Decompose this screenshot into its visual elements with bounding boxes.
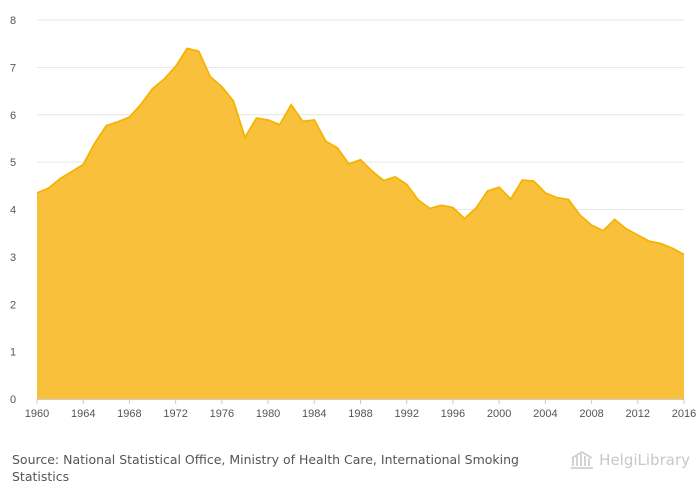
x-tick-label: 1976 <box>210 408 234 420</box>
source-label: Source: <box>12 452 60 467</box>
y-tick-label: 5 <box>10 157 16 169</box>
source-text: National Statistical Office, Ministry of… <box>12 452 519 484</box>
x-tick-label: 1972 <box>163 408 187 420</box>
series-area <box>37 48 684 400</box>
y-tick-label: 1 <box>10 347 16 359</box>
y-tick-label: 2 <box>10 299 16 311</box>
x-tick-label: 1964 <box>71 408 95 420</box>
x-tick-label: 1968 <box>117 408 141 420</box>
x-tick-label: 2012 <box>626 408 650 420</box>
logo-text: HelgiLibrary <box>599 451 690 469</box>
x-tick-label: 1992 <box>394 408 418 420</box>
y-tick-label: 0 <box>10 394 16 406</box>
x-tick-label: 1996 <box>441 408 465 420</box>
library-building-icon <box>571 451 594 469</box>
x-tick-label: 2004 <box>533 408 557 420</box>
y-tick-label: 3 <box>10 252 16 264</box>
y-tick-label: 6 <box>10 110 16 122</box>
y-tick-label: 4 <box>10 205 16 217</box>
x-tick-label: 1988 <box>348 408 372 420</box>
y-axis-ticks: 0 1 2 3 4 5 6 7 8 <box>10 15 16 406</box>
x-tick-label: 2000 <box>487 408 511 420</box>
source-note: Source: National Statistical Office, Min… <box>12 451 542 485</box>
x-tick-label: 1980 <box>256 408 280 420</box>
x-tick-label: 1984 <box>302 408 326 420</box>
helgilibrary-logo: HelgiLibrary <box>569 450 690 470</box>
x-axis-ticks: 1960 1964 1968 1972 1976 1980 1984 1988 1992 1996… <box>25 399 696 420</box>
x-tick-label: 2008 <box>579 408 603 420</box>
series-line <box>36 47 685 256</box>
y-tick-label: 8 <box>10 15 16 27</box>
y-tick-label: 7 <box>10 62 16 74</box>
x-tick-label: 2016 <box>672 408 696 420</box>
x-tick-label: 1960 <box>25 408 49 420</box>
